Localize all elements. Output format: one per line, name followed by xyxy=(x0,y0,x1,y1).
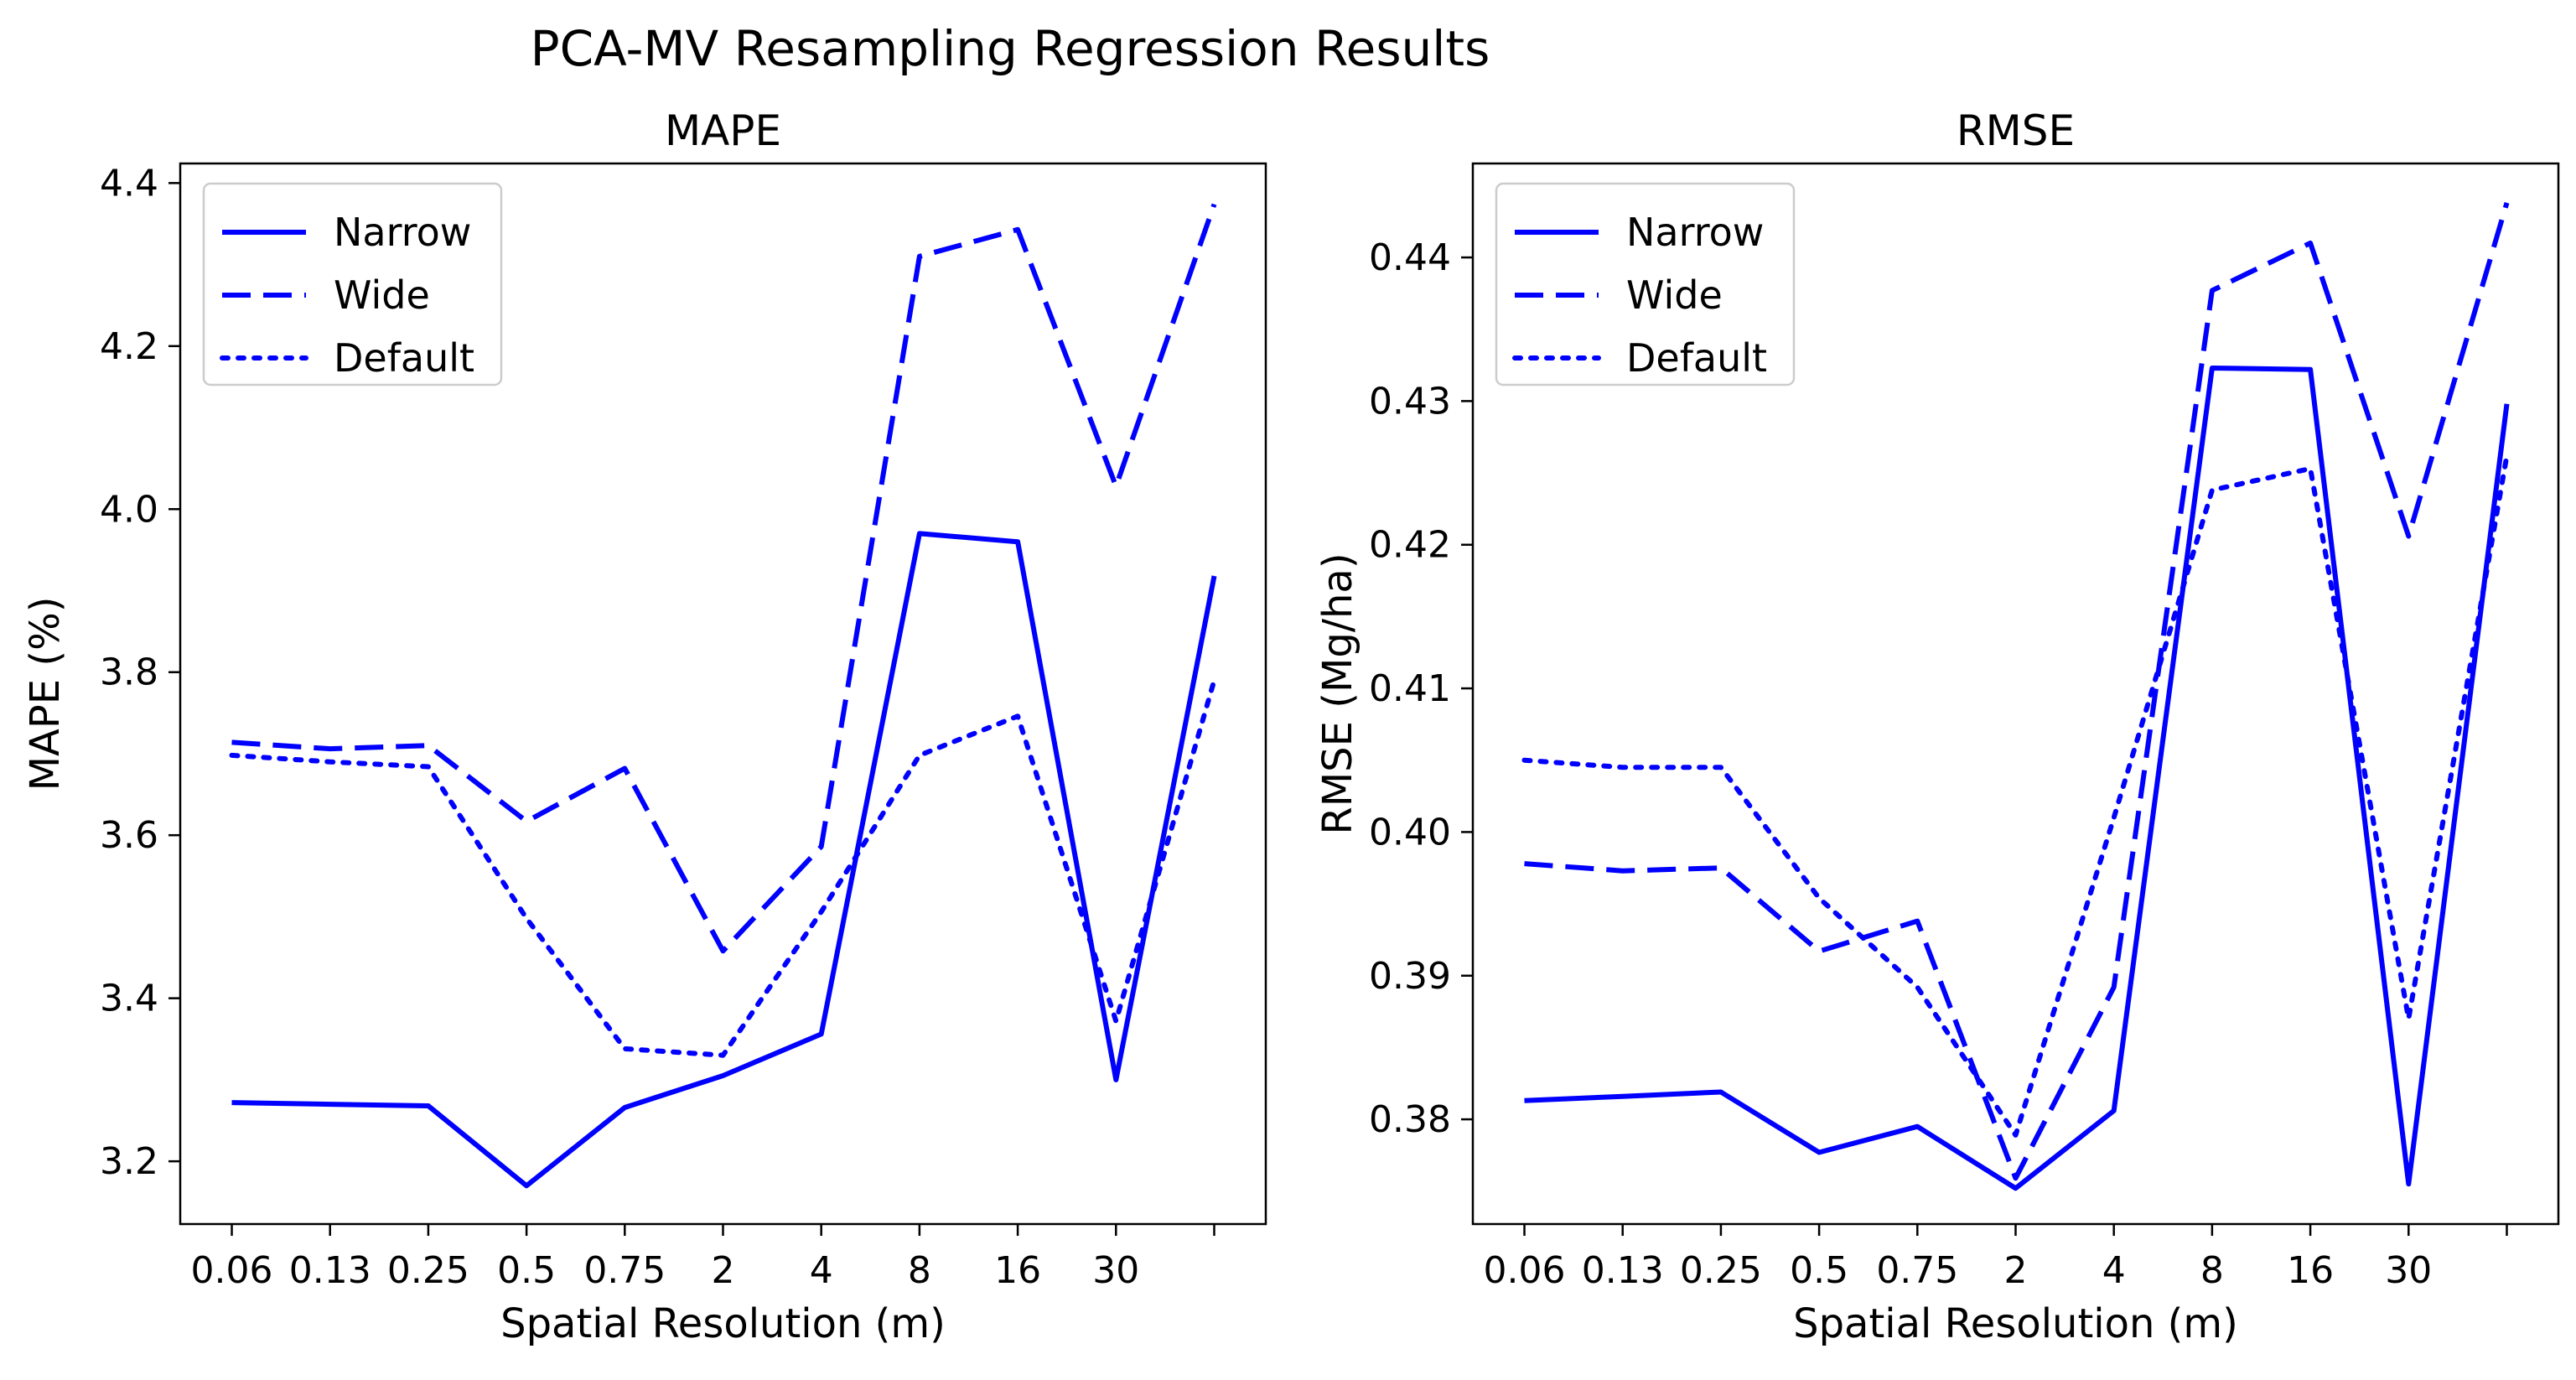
rmse-xlabel: Spatial Resolution (m) xyxy=(1793,1300,2238,1347)
rmse-xtick-label: 30 xyxy=(2385,1249,2432,1292)
mape-xtick-label: 4 xyxy=(810,1249,833,1292)
rmse-panel: RMSE 0.06 0.13 0.25 0.5 0.75 2 4 8 16 30 0.38 0.39 0.… xyxy=(1314,106,2560,1347)
mape-panel: MAPE 0.06 0.13 0.25 0.5 0.75 2 4 8 16 30 3.2 3.4 3.6 3… xyxy=(22,106,1267,1347)
rmse-xtick-label: 2 xyxy=(2004,1249,2028,1292)
mape-ytick-label: 4.2 xyxy=(100,325,158,368)
mape-legend: Narrow Wide Default xyxy=(202,182,503,387)
rmse-title: RMSE xyxy=(1957,106,2075,155)
rmse-series-default xyxy=(1521,453,2510,1138)
rmse-axes-frame xyxy=(1471,162,2560,1226)
mape-xlabel: Spatial Resolution (m) xyxy=(500,1300,946,1347)
rmse-xtick-label: 0.5 xyxy=(1790,1249,1848,1292)
rmse-ytick-label: 0.38 xyxy=(1369,1098,1451,1141)
rmse-ytick-label: 0.39 xyxy=(1369,955,1451,998)
rmse-ylabel: RMSE (Mg/ha) xyxy=(1314,553,1361,834)
mape-ytick-label: 3.8 xyxy=(100,651,158,694)
mape-xtick-label: 0.75 xyxy=(583,1249,666,1292)
rmse-xtick-label: 0.25 xyxy=(1680,1249,1762,1292)
rmse-series-narrow xyxy=(1524,366,2510,1191)
rmse-ytick-label: 0.40 xyxy=(1369,811,1451,853)
rmse-ytick-label: 0.43 xyxy=(1369,380,1451,423)
rmse-legend-label-default: Default xyxy=(1626,335,1767,381)
mape-ylabel: MAPE (%) xyxy=(22,597,69,791)
mape-xtick-label: 0.25 xyxy=(387,1249,469,1292)
mape-ytick-label: 4.0 xyxy=(100,488,158,531)
rmse-ytick-label: 0.42 xyxy=(1369,524,1451,567)
rmse-xtick-label: 16 xyxy=(2287,1249,2334,1292)
rmse-ytick-label: 0.44 xyxy=(1369,236,1451,279)
mape-ytick-label: 3.2 xyxy=(100,1140,158,1183)
mape-legend-label-wide: Wide xyxy=(334,272,430,318)
rmse-legend-label-narrow: Narrow xyxy=(1626,210,1764,255)
mape-ytick-label: 4.4 xyxy=(100,162,158,205)
mape-series-wide xyxy=(231,203,1217,954)
figure-suptitle: PCA-MV Resampling Regression Results xyxy=(531,20,1490,77)
rmse-legend: Narrow Wide Default xyxy=(1495,182,1796,387)
mape-legend-label-narrow: Narrow xyxy=(334,210,471,255)
mape-legend-label-default: Default xyxy=(334,335,474,381)
mape-ytick-label: 3.4 xyxy=(100,978,158,1020)
rmse-ytick-label: 0.41 xyxy=(1369,667,1451,710)
rmse-xtick-label: 8 xyxy=(2200,1249,2224,1292)
rmse-xtick-label: 0.06 xyxy=(1484,1249,1566,1292)
mape-xtick-label: 2 xyxy=(712,1249,735,1292)
mape-series-default xyxy=(229,677,1217,1058)
mape-xtick-label: 30 xyxy=(1092,1249,1139,1292)
mape-xtick-label: 8 xyxy=(908,1249,931,1292)
mape-series-narrow xyxy=(231,531,1217,1189)
mape-title: MAPE xyxy=(665,106,781,155)
rmse-legend-label-wide: Wide xyxy=(1626,272,1723,318)
rmse-series-wide xyxy=(1524,202,2510,1181)
mape-ytick-label: 3.6 xyxy=(100,814,158,857)
mape-axes-frame xyxy=(179,162,1267,1226)
rmse-xtick-label: 4 xyxy=(2102,1249,2126,1292)
mape-xtick-label: 0.5 xyxy=(497,1249,556,1292)
mape-xtick-label: 0.13 xyxy=(289,1249,371,1292)
rmse-xtick-label: 0.13 xyxy=(1582,1249,1664,1292)
mape-xtick-label: 0.06 xyxy=(191,1249,273,1292)
rmse-xtick-label: 0.75 xyxy=(1876,1249,1958,1292)
mape-xtick-label: 16 xyxy=(994,1249,1041,1292)
